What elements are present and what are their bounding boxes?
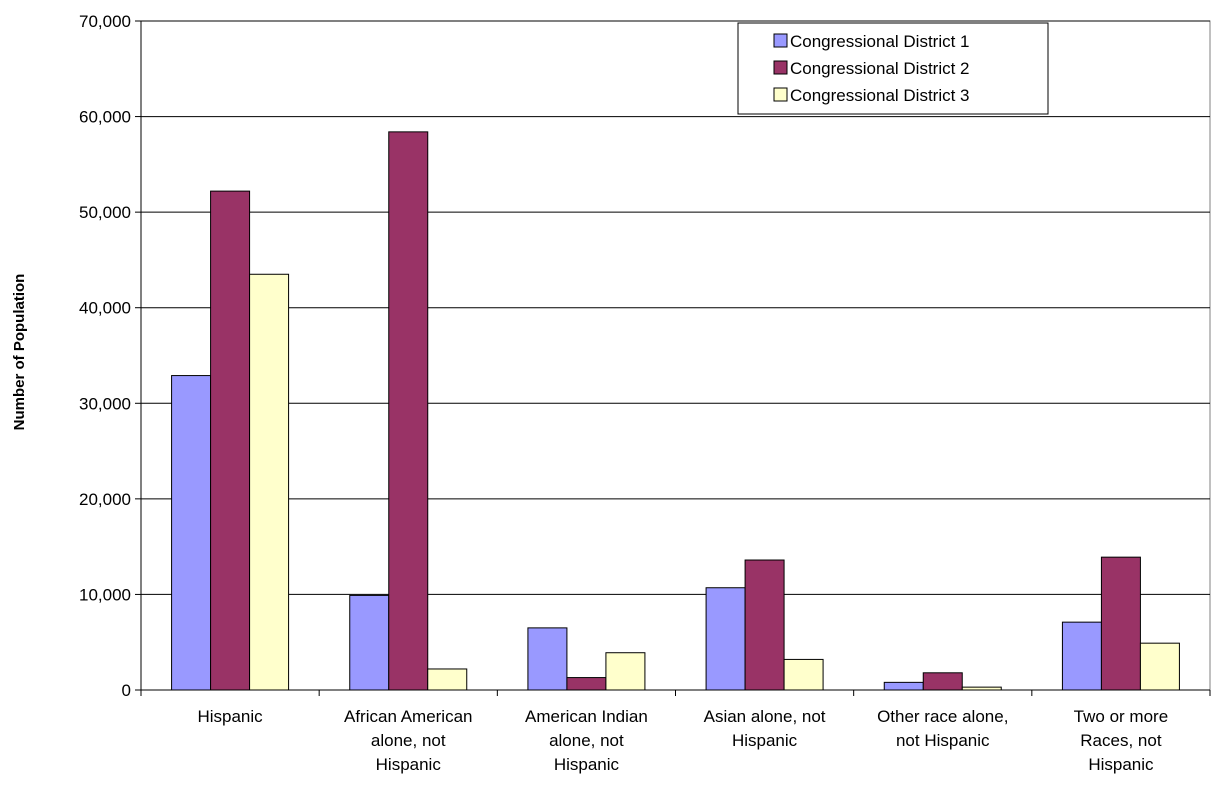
x-category-label: Asian alone, not Hispanic [704,707,826,750]
bar [210,190,251,691]
x-category-label-line: Other race alone, [877,707,1008,726]
x-category-label-line: Hispanic [554,755,620,774]
x-category-label-line: Hispanic [1088,755,1154,774]
y-tick-label: 60,000 [79,108,131,127]
x-category-label-line: Hispanic [376,755,442,774]
x-category-label-line: alone, not [549,731,624,750]
bar [349,594,390,691]
bar [427,668,468,691]
y-tick-label: 10,000 [79,585,131,604]
bar [1139,642,1180,691]
y-tick-label: 40,000 [79,299,131,318]
y-tick-label: 50,000 [79,203,131,222]
x-category-label: Other race alone, not Hispanic [877,707,1008,750]
bar [1100,556,1141,691]
bar [388,131,429,691]
bar [605,652,646,691]
legend-swatch [773,33,788,48]
legend-label: Congressional District 2 [790,59,970,78]
bar [566,677,607,691]
y-tick-label: 0 [122,681,131,700]
bar [922,672,963,691]
y-tick-labels: 0 10,000 20,000 30,000 40,000 50,000 60,000 70,… [79,12,131,700]
x-category-label-line: Races, not [1080,731,1162,750]
bar [171,375,212,691]
bar [883,681,924,691]
legend: Congressional District 1 Congressional Di… [737,22,1049,115]
x-category-label: American Indian alone, not Hispanic [525,707,648,774]
x-category-label-line: not Hispanic [896,731,990,750]
bar [705,587,746,691]
gridlines [140,20,1211,691]
bar [527,627,568,691]
x-category-label: African American alone, not Hispanic [344,707,473,774]
y-axis-label: Number of Population [11,274,28,431]
bar [249,273,290,691]
legend-box [737,22,1049,115]
x-category-label-line: Hispanic [732,731,798,750]
y-tick-label: 70,000 [79,12,131,31]
legend-swatch [773,87,788,102]
y-tick-label: 30,000 [79,394,131,413]
x-category-label-line: American Indian [525,707,648,726]
x-category-labels: Hispanic African American alone, not Hispan… [197,707,1168,774]
bar [783,658,824,691]
plot-frame [140,20,1211,691]
bar [744,559,785,691]
bars [171,131,1180,691]
axes [135,20,1211,696]
bar [1061,621,1102,691]
x-category-label: Two or more Races, not Hispanic [1074,707,1168,774]
x-category-label-line: African American [344,707,473,726]
legend-label: Congressional District 1 [790,32,970,51]
x-category-label-line: Hispanic [197,707,263,726]
x-category-label-line: Asian alone, not [704,707,826,726]
legend-swatch [773,60,788,75]
y-tick-label: 20,000 [79,490,131,509]
x-category-label: Hispanic [197,707,263,726]
legend-label: Congressional District 3 [790,86,970,105]
x-category-label-line: Two or more [1074,707,1168,726]
x-category-label-line: alone, not [371,731,446,750]
